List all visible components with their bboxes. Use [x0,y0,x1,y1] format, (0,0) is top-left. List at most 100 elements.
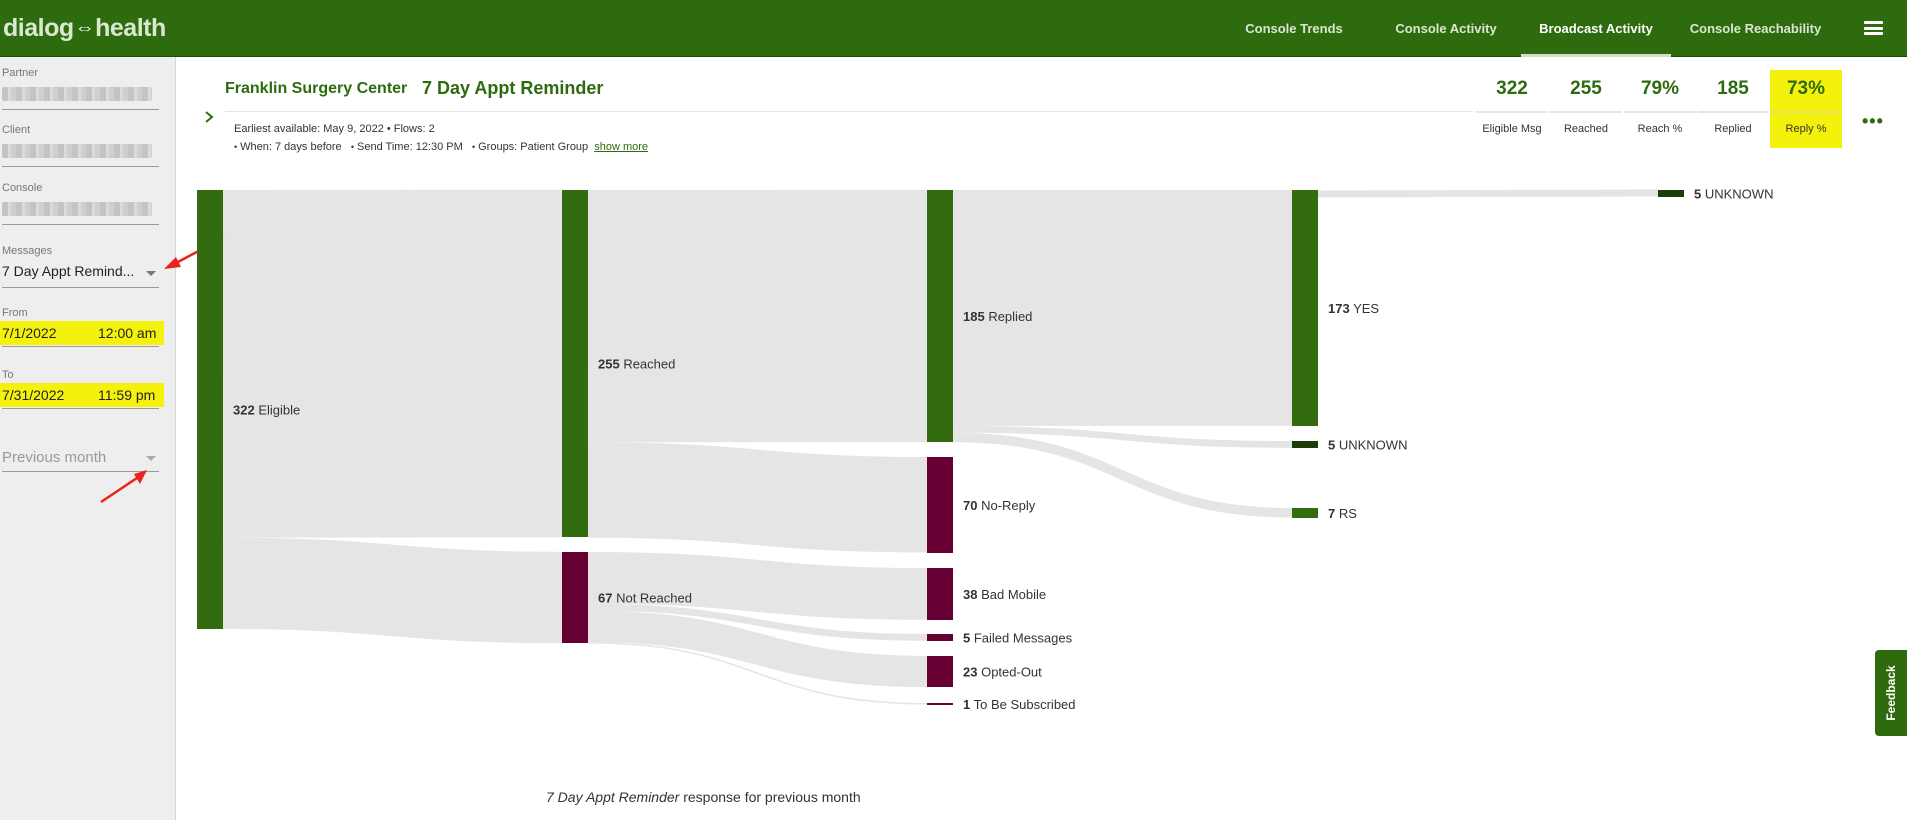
sankey-value-yes: 173 [1328,301,1350,316]
console-value-redacted [2,202,152,216]
nav-console-activity[interactable]: Console Activity [1395,21,1497,36]
client-label: Client [2,124,31,136]
sankey-name-eligible: Eligible [255,403,301,418]
top-nav-bar: dialog⇔health Console Trends Console Act… [0,0,1907,57]
red-arrowhead-period [134,470,147,484]
logo-text-right: health [95,14,166,42]
sankey-value-to_be_sub: 1 [963,697,970,712]
partner-label: Partner [2,67,39,79]
stat-label: Replied [1714,123,1752,135]
from-datetime-field[interactable]: 7/1/2022 12:00 am [0,321,164,345]
bullet-icon: • [350,142,354,152]
to-datetime-field[interactable]: 7/31/2022 11:59 pm [0,383,164,407]
sankey-link-yes-unknown_top [1317,189,1659,198]
sankey-value-bad_mobile: 38 [963,587,977,602]
stat-label: Reply % [1785,123,1827,135]
stat-eligible-msg: 322 Eligible Msg [1476,70,1548,148]
sankey-name-replied: Replied [985,309,1033,324]
messages-label: Messages [2,245,53,257]
sankey-links [222,189,1659,705]
sankey-label-eligible: 322 Eligible [233,403,300,418]
sankey-node-to_be_sub [927,703,953,705]
sankey-label-to_be_sub: 1 To Be Subscribed [963,697,1076,712]
sankey-name-rs: RS [1335,506,1357,521]
sankey-labels: 322 Eligible 255 Reached 67 Not Reached 185… [233,187,1773,713]
sankey-name-yes: YES [1350,301,1380,316]
sankey-node-replied [927,190,953,442]
sankey-link-replied-rs [952,432,1293,518]
nav-console-reachability[interactable]: Console Reachability [1689,21,1822,36]
sankey-name-reached: Reached [620,357,676,372]
client-select[interactable]: Client [2,124,159,167]
sankey-link-not_reached-opted_out [587,610,928,688]
sankey-label-not_reached: 67 Not Reached [598,591,692,606]
annotation-arrows [100,235,226,504]
chevron-right-icon[interactable] [203,110,215,124]
sankey-label-bad_mobile: 38 Bad Mobile [963,587,1046,602]
send-time-text: Send Time: 12:30 PM [357,141,463,153]
sankey-label-failed: 5 Failed Messages [963,631,1073,646]
bullet-icon: • [471,142,476,152]
sankey-value-failed: 5 [963,631,970,646]
header-divider [225,111,1473,112]
logo-arrows-icon: ⇔ [74,17,95,39]
sankey-value-unknown_top: 5 [1694,187,1701,202]
to-time: 11:59 pm [98,387,156,403]
stat-label: Eligible Msg [1482,123,1542,135]
period-placeholder: Previous month [2,449,107,466]
stat-reached: 255 Reached [1550,70,1622,148]
stat-value: 322 [1496,78,1528,99]
messages-select[interactable]: Messages 7 Day Appt Remind... [2,245,159,288]
bullet-icon: • [234,142,238,152]
sankey-label-no_reply: 70 No-Reply [963,498,1036,513]
sankey-value-replied: 185 [963,309,985,324]
sankey-value-unknown: 5 [1328,438,1335,453]
sankey-label-opted_out: 23 Opted-Out [963,665,1042,680]
stat-label: Reached [1563,123,1609,135]
console-select[interactable]: Console [2,182,159,225]
nav-broadcast-activity[interactable]: Broadcast Activity [1521,0,1671,57]
red-arrow-period [100,476,138,504]
sankey-link-eligible-not_reached [222,537,563,644]
show-more-link[interactable]: show more [594,141,649,153]
messages-value: 7 Day Appt Remind... [2,263,135,279]
stat-value: 79% [1640,78,1680,99]
feedback-tab[interactable]: Feedback [1875,650,1907,736]
logo-text-left: dialog [3,14,74,42]
sankey-name-opted_out: Opted-Out [977,665,1042,680]
partner-select[interactable]: Partner [2,67,159,110]
to-underline [2,408,159,409]
sankey-node-no_reply [927,457,953,553]
when-text: When: 7 days before [240,141,342,153]
chart-caption: 7 Day Appt Reminder response for previou… [546,789,861,805]
sankey-link-replied-unknown [952,425,1293,448]
red-arrow-messages [175,235,226,265]
flow-details: • When: 7 days before • Send Time: 12:30 P… [234,141,648,153]
sankey-name-to_be_sub: To Be Subscribed [970,697,1075,712]
partner-value-redacted [2,87,152,101]
sankey-node-yes [1292,190,1318,426]
to-label: To [2,369,14,381]
sankey-label-unknown_top: 5 UNKNOWN [1694,187,1773,202]
period-select[interactable]: Previous month [2,442,159,472]
chevron-down-icon [146,271,156,276]
sankey-label-replied: 185 Replied [963,309,1032,324]
more-options-icon[interactable]: ••• [1862,111,1884,131]
hamburger-menu-icon[interactable] [1864,21,1883,35]
sankey-node-failed [927,634,953,641]
sankey-value-reached: 255 [598,357,620,372]
stat-value: 185 [1717,78,1749,99]
sankey-label-unknown: 5 UNKNOWN [1328,438,1407,453]
sankey-name-unknown_top: UNKNOWN [1701,187,1773,202]
console-label: Console [2,182,43,194]
nav-console-trends[interactable]: Console Trends [1245,21,1343,36]
sankey-value-no_reply: 70 [963,498,977,513]
sankey-node-opted_out [927,656,953,687]
sankey-node-reached [562,190,588,537]
sankey-value-rs: 7 [1328,506,1335,521]
sankey-link-not_reached-bad_mobile [587,552,928,620]
sankey-link-not_reached-failed [587,603,928,641]
stat-reach-percent: 79% Reach % [1624,70,1696,148]
caption-message-name: 7 Day Appt Reminder [546,789,680,805]
dialog-health-logo[interactable]: dialog⇔health [3,14,166,43]
